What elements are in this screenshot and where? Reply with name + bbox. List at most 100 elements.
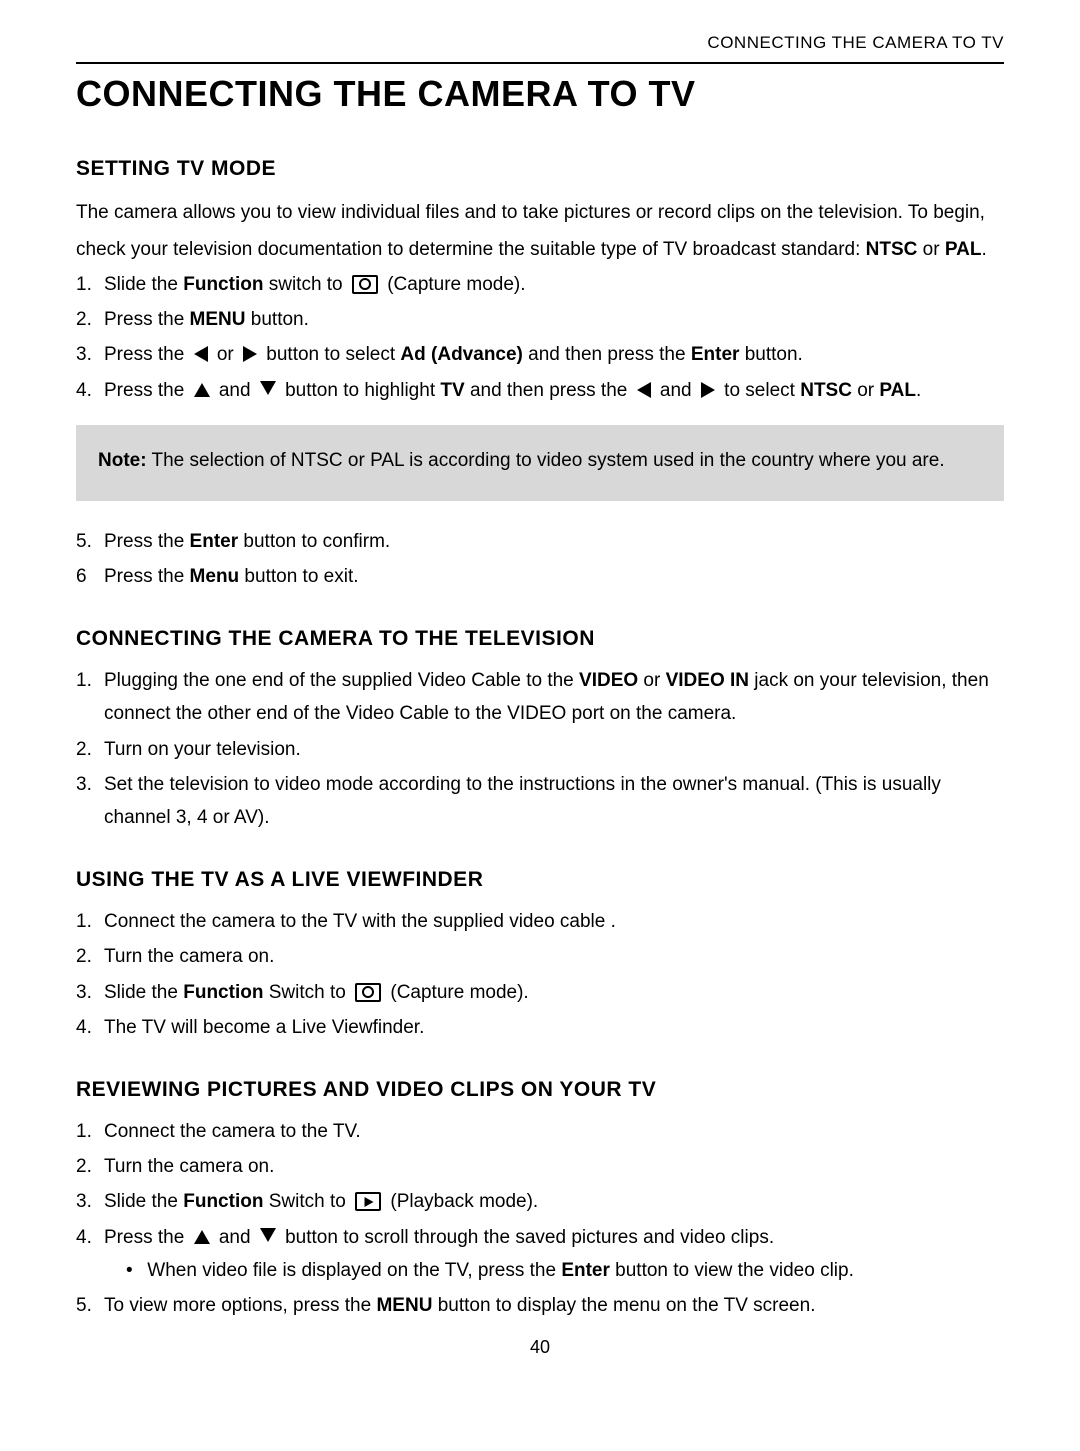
down-arrow-icon [260,1228,276,1242]
list-body: Plugging the one end of the supplied Vid… [104,664,1004,731]
note-box: Note: The selection of NTSC or PAL is ac… [76,425,1004,501]
text: switch to [263,274,347,295]
left-arrow-icon [637,382,651,398]
heading-reviewing: REVIEWING PICTURES AND VIDEO CLIPS ON YO… [76,1072,1004,1109]
list-item: 5. Press the Enter button to confirm. [76,525,1004,558]
list-number: 3. [76,976,104,1009]
list-body: Slide the Function switch to (Capture mo… [104,268,1004,301]
list-item: 1. Slide the Function switch to (Capture… [76,268,1004,301]
up-arrow-icon [194,383,210,397]
text: button to confirm. [238,531,390,552]
text: Slide the [104,1191,183,1212]
section-connecting-to-tv: CONNECTING THE CAMERA TO THE TELEVISION … [76,621,1004,834]
text: Plugging the one end of the supplied Vid… [104,670,579,691]
list-number: 6 [76,560,104,593]
list-item: 2. Turn the camera on. [76,1150,1004,1183]
text: and [655,380,697,401]
text: Press the [104,1227,190,1248]
play-icon [355,1192,381,1211]
text: and [214,380,256,401]
text: and then press the [465,380,633,401]
text: Slide the [104,274,183,295]
section-setting-tv-mode: SETTING TV MODE The camera allows you to… [76,151,1004,593]
list-body: The TV will become a Live Viewfinder. [104,1011,1004,1044]
list-number: 1. [76,905,104,938]
text: (Capture mode). [382,274,526,295]
list-body: Turn the camera on. [104,940,1004,973]
sub-bullet-list: When video file is displayed on the TV, … [104,1254,1004,1287]
list-number: 3. [76,768,104,801]
text: (Playback mode). [385,1191,538,1212]
list-body: Slide the Function Switch to (Capture mo… [104,976,1004,1009]
text-bold: NTSC [800,380,852,401]
intro-paragraph: The camera allows you to view individual… [76,194,1004,268]
list-number: 3. [76,1185,104,1218]
list-body: Press the Menu button to exit. [104,560,1004,593]
note-text: The selection of NTSC or PAL is accordin… [147,450,945,471]
text: (Capture mode). [385,982,529,1003]
list-item: 2. Turn on your television. [76,733,1004,766]
list-item: 1. Connect the camera to the TV. [76,1115,1004,1148]
text: . [916,380,921,401]
list-body: Connect the camera to the TV. [104,1115,1004,1148]
list-body: Slide the Function Switch to (Playback m… [104,1185,1004,1218]
list-number: 4. [76,1221,104,1254]
right-arrow-icon [701,382,715,398]
list-item: 5. To view more options, press the MENU … [76,1289,1004,1322]
camera-icon [355,983,381,1002]
list-number: 2. [76,303,104,336]
list-item: 1. Connect the camera to the TV with the… [76,905,1004,938]
text: Press the [104,344,190,365]
list-item: 4. Press the and button to highlight TV … [76,374,1004,407]
list-number: 1. [76,1115,104,1148]
camera-icon [352,275,378,294]
list-body: Turn on your television. [104,733,1004,766]
list-number: 5. [76,1289,104,1322]
text: and [214,1227,256,1248]
text: button to select [261,344,400,365]
list-number: 3. [76,338,104,371]
list-item: 4. Press the and button to scroll throug… [76,1221,1004,1288]
text: to select [719,380,800,401]
up-arrow-icon [194,1230,210,1244]
section-live-viewfinder: USING THE TV AS A LIVE VIEWFINDER 1. Con… [76,862,1004,1044]
text-bold: NTSC [866,239,918,260]
text-bold: Menu [190,566,240,587]
list-item: 4. The TV will become a Live Viewfinder. [76,1011,1004,1044]
text: Slide the [104,982,183,1003]
text-bold: MENU [190,309,246,330]
page-number: 40 [76,1332,1004,1364]
ordered-list: 5. Press the Enter button to confirm. 6 … [76,525,1004,594]
list-body: Press the MENU button. [104,303,1004,336]
left-arrow-icon [194,346,208,362]
text-bold: PAL [879,380,916,401]
text: Press the [104,531,190,552]
text: or [852,380,879,401]
list-number: 4. [76,374,104,407]
text: Press the [104,309,190,330]
text-bold: Function [183,982,263,1003]
text: button to view the video clip. [610,1260,854,1281]
text-bold: Enter [561,1260,610,1281]
list-number: 2. [76,1150,104,1183]
section-reviewing: REVIEWING PICTURES AND VIDEO CLIPS ON YO… [76,1072,1004,1322]
right-arrow-icon [243,346,257,362]
text-bold: Function [183,274,263,295]
text-bold: PAL [945,239,982,260]
text: The camera allows you to view individual… [76,202,985,260]
sub-bullet: When video file is displayed on the TV, … [126,1254,1004,1287]
text: or [638,670,665,691]
text: or [212,344,239,365]
text: Press the [104,380,190,401]
text: button to display the menu on the TV scr… [432,1295,815,1316]
text: and then press the [523,344,691,365]
text: button. [739,344,802,365]
note-label: Note: [98,450,147,471]
text-bold: MENU [376,1295,432,1316]
text-bold: Enter [190,531,239,552]
list-item: 2. Press the MENU button. [76,303,1004,336]
text: button to exit. [239,566,358,587]
heading-connecting-to-tv: CONNECTING THE CAMERA TO THE TELEVISION [76,621,1004,658]
list-item: 3. Slide the Function Switch to (Playbac… [76,1185,1004,1218]
ordered-list: 1. Connect the camera to the TV. 2. Turn… [76,1115,1004,1323]
